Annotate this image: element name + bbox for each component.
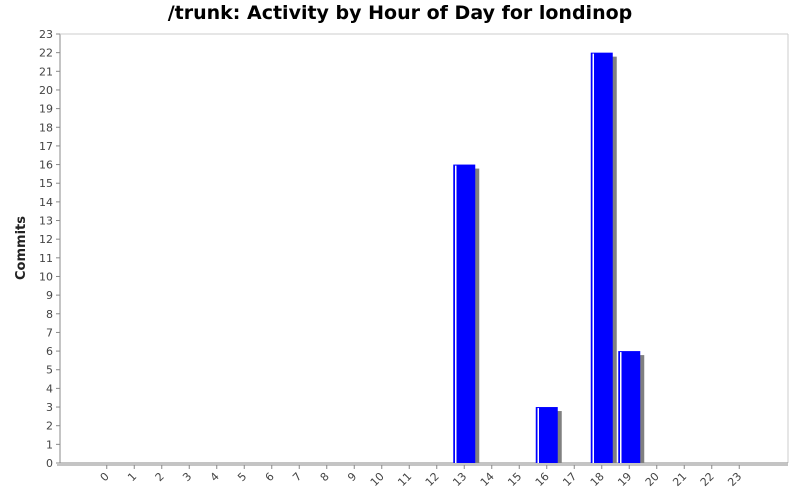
y-tick-label: 14 [39,196,53,209]
x-tick-label: 20 [643,470,662,489]
x-tick-label: 0 [98,470,112,484]
bar-rect [535,407,558,463]
y-tick-label: 3 [46,401,53,414]
x-tick-label: 19 [615,470,634,489]
y-tick-label: 9 [46,289,53,302]
y-tick-label: 21 [39,65,53,78]
y-tick-label: 8 [46,308,53,321]
x-axis-ticks: 0 1 2 3 4 5 6 7 8 9 10 11 12 13 14 15 16 17 18 19 20 21 22 23 [98,465,744,489]
x-tick-label: 22 [698,470,717,489]
y-tick-label: 23 [39,28,53,41]
y-tick-label: 19 [39,103,53,116]
y-tick-label: 13 [39,215,53,228]
x-tick-label: 12 [423,470,442,489]
x-tick-label: 14 [478,470,497,489]
x-tick-label: 17 [560,470,579,489]
x-tick-label: 11 [395,470,414,489]
bar-18 [590,52,617,464]
x-tick-label: 15 [505,470,524,489]
y-tick-label: 0 [46,457,53,470]
x-tick-label: 18 [588,470,607,489]
y-tick-label: 5 [46,364,53,377]
x-tick-label: 4 [208,470,222,484]
y-tick-label: 15 [39,177,53,190]
bar-rect [453,164,476,463]
bar-13 [453,164,480,463]
y-tick-label: 16 [39,159,53,172]
chart-axes [57,33,789,466]
y-tick-label: 22 [39,47,53,60]
chart-bars [453,52,645,464]
bar-rect [618,351,641,463]
x-tick-label: 9 [345,470,359,484]
x-tick-label: 10 [368,470,387,489]
x-tick-label: 8 [318,470,332,484]
y-tick-label: 1 [46,438,53,451]
y-tick-label: 18 [39,121,53,134]
x-tick-label: 3 [180,470,194,484]
x-tick-label: 5 [235,470,249,484]
y-tick-label: 4 [46,382,53,395]
x-tick-label: 1 [125,470,139,484]
y-tick-label: 17 [39,140,53,153]
y-tick-label: 11 [39,252,53,265]
x-tick-label: 16 [533,470,552,489]
chart-title: /trunk: Activity by Hour of Day for lond… [167,2,633,24]
y-tick-label: 20 [39,84,53,97]
y-tick-label: 2 [46,420,53,433]
bar-16 [535,407,562,463]
x-tick-label: 7 [290,470,304,484]
x-tick-label: 2 [153,470,167,484]
bar-rect [590,52,613,464]
x-tick-label: 21 [670,470,689,489]
x-tick-label: 13 [450,470,469,489]
y-tick-label: 10 [39,270,53,283]
y-tick-label: 6 [46,345,53,358]
bar-19 [618,351,645,463]
x-tick-label: 6 [263,470,277,484]
y-tick-label: 12 [39,233,53,246]
x-tick-label: 23 [725,470,744,489]
y-axis-label: Commits [14,216,29,280]
y-tick-label: 7 [46,326,53,339]
